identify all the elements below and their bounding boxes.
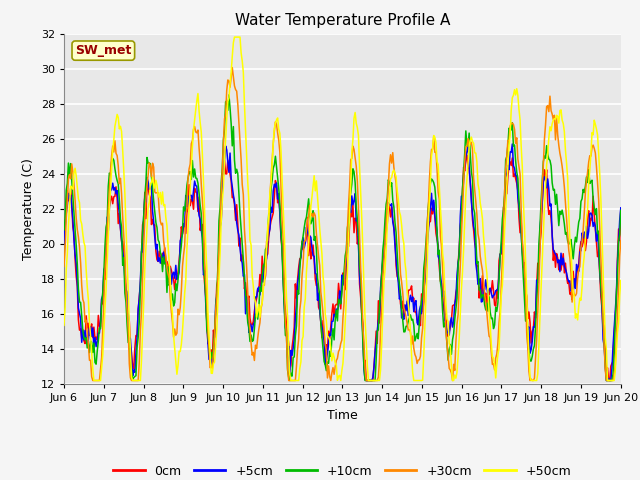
- Title: Water Temperature Profile A: Water Temperature Profile A: [235, 13, 450, 28]
- X-axis label: Time: Time: [327, 408, 358, 421]
- Legend: 0cm, +5cm, +10cm, +30cm, +50cm: 0cm, +5cm, +10cm, +30cm, +50cm: [108, 460, 577, 480]
- Text: SW_met: SW_met: [75, 44, 131, 57]
- Y-axis label: Temperature (C): Temperature (C): [22, 158, 35, 260]
